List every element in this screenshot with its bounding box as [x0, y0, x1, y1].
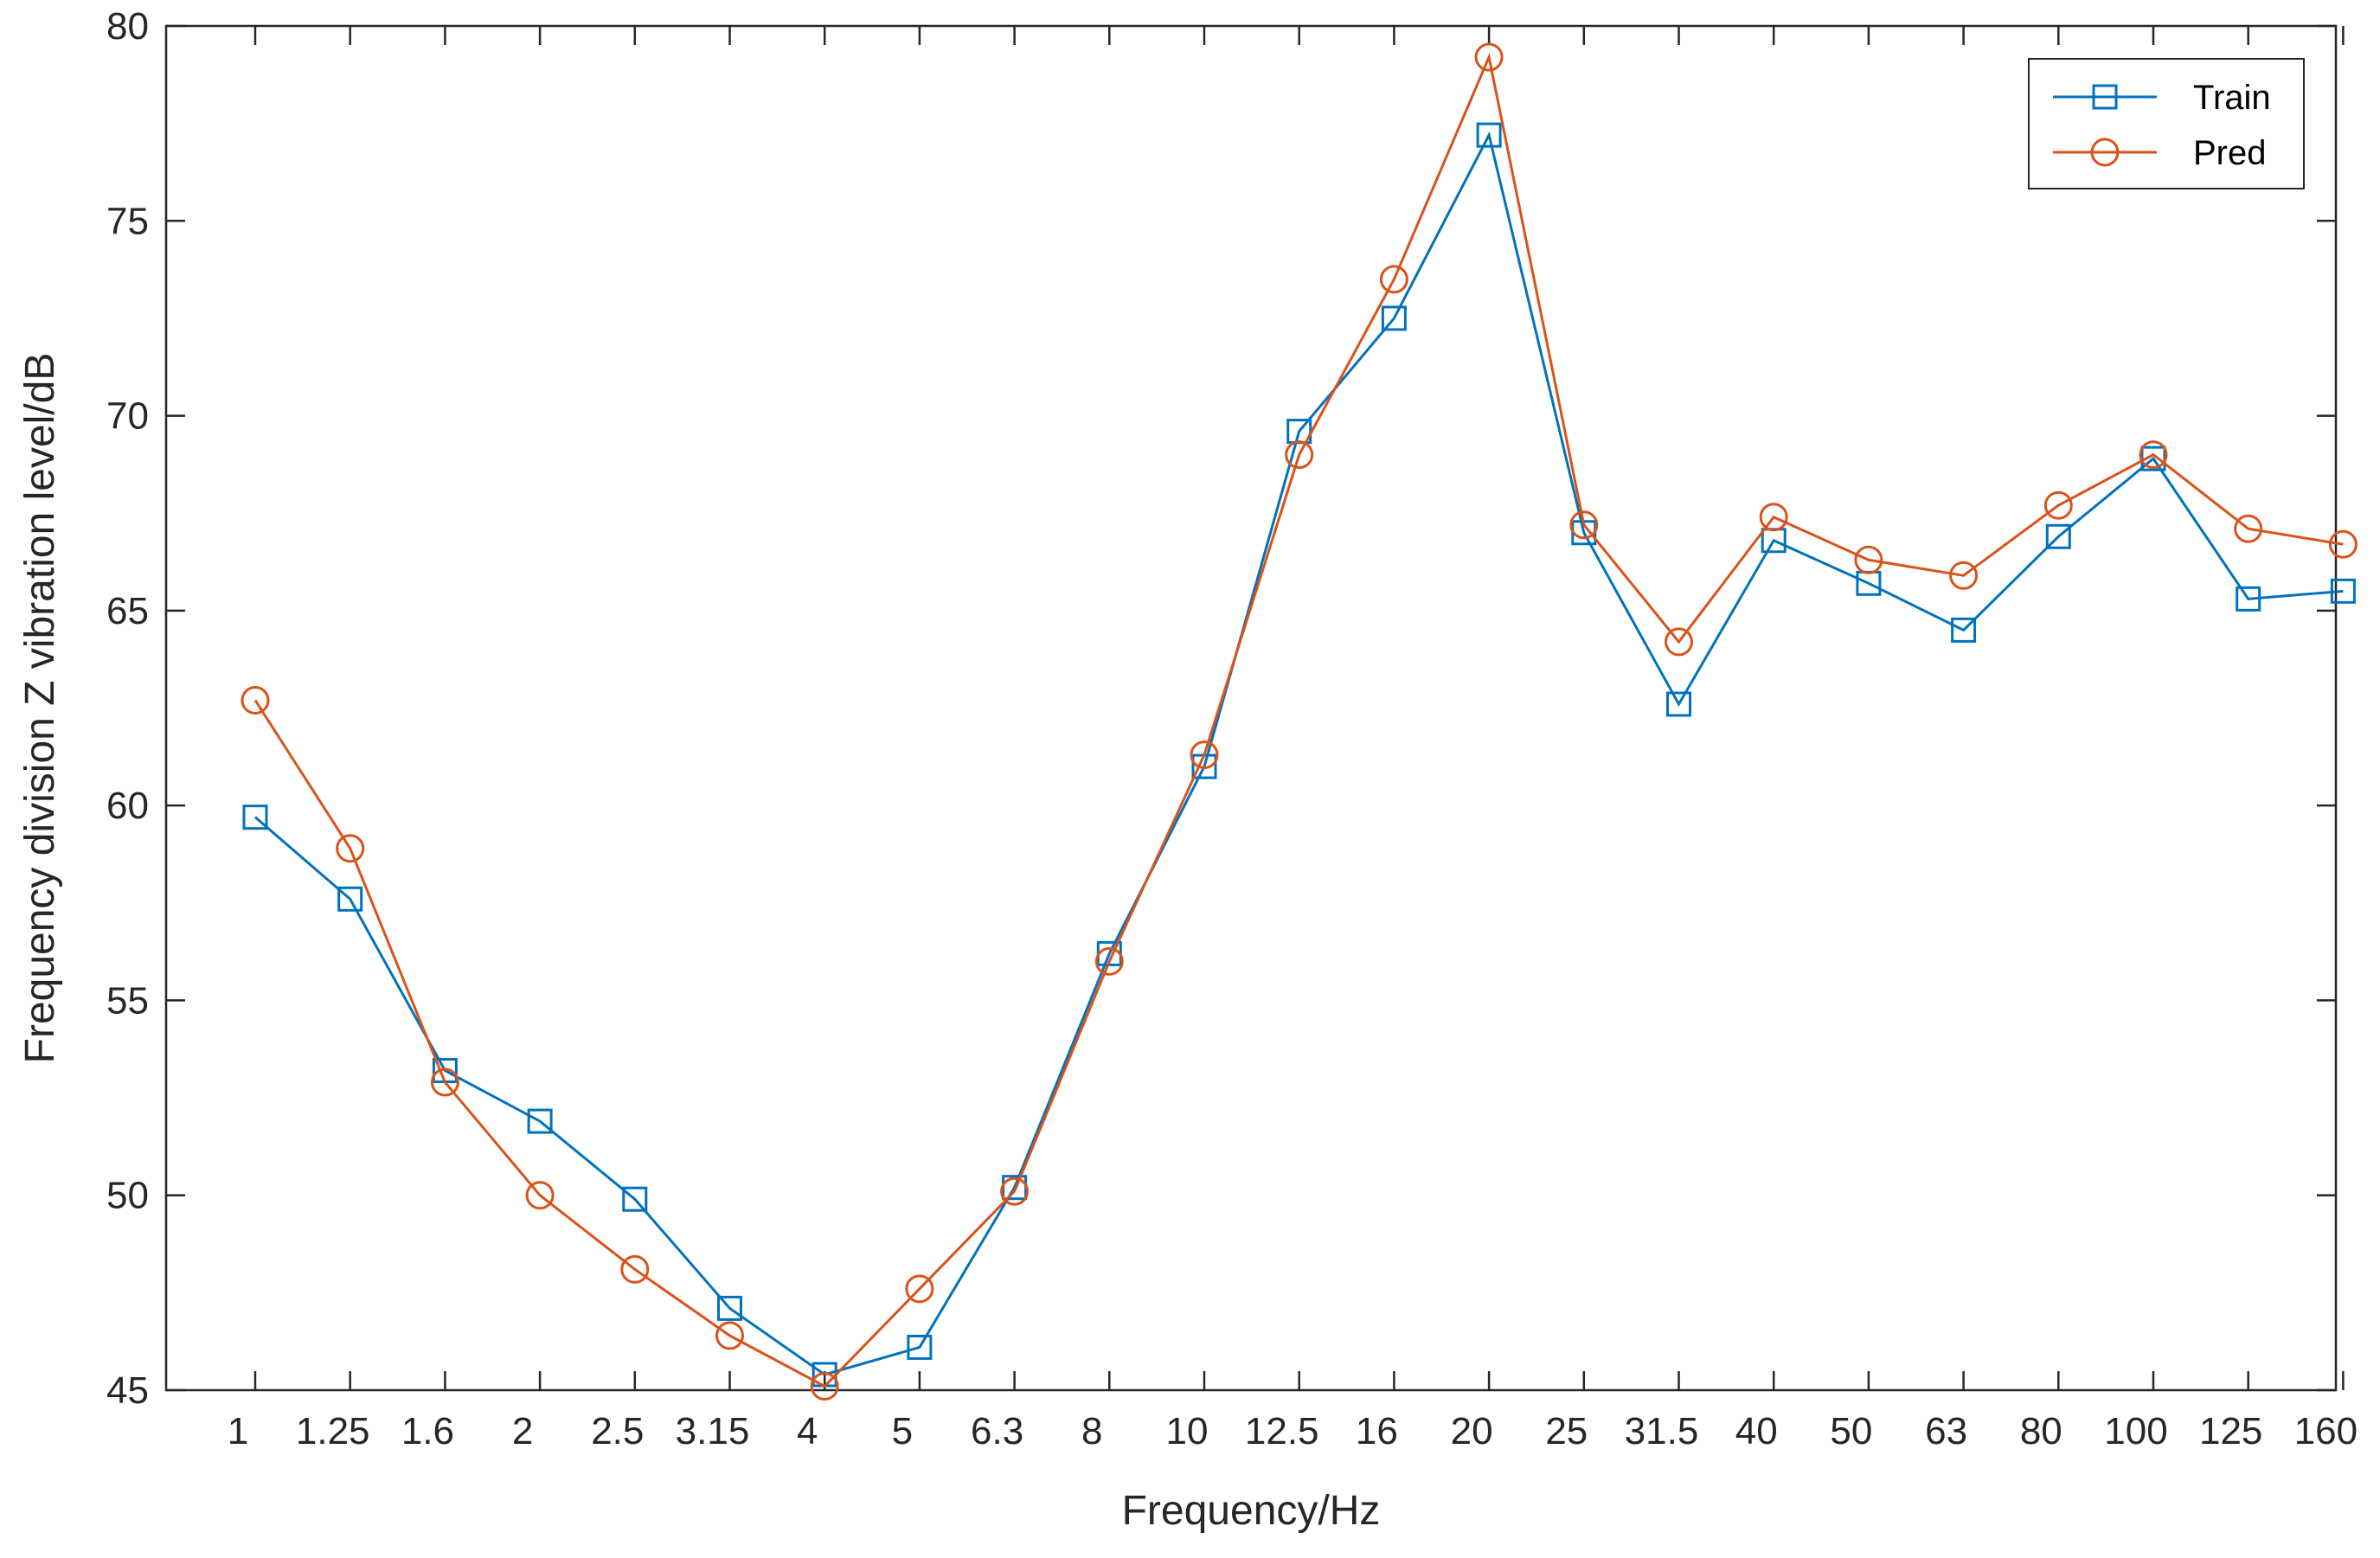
x-tick-label: 20 [1451, 1410, 1493, 1452]
x-tick-label: 1 [228, 1410, 248, 1452]
x-tick-label: 40 [1735, 1410, 1778, 1452]
data-point-circle [241, 685, 270, 715]
y-tick-label: 70 [106, 395, 149, 438]
x-axis-title: Frequency/Hz [1122, 1488, 1381, 1534]
series-line-pred [253, 53, 2344, 1388]
y-tick-label: 65 [106, 590, 149, 632]
legend: Train Pred [2028, 58, 2305, 189]
data-point-circle [430, 1068, 459, 1097]
data-point-square [2236, 586, 2261, 612]
y-tick-label: 60 [106, 785, 149, 827]
data-point-circle [1379, 265, 1408, 294]
x-tick-label: 100 [2104, 1410, 2167, 1452]
data-point-square [622, 1186, 648, 1212]
data-point-square [717, 1295, 742, 1321]
data-point-circle [715, 1321, 744, 1350]
data-point-square [1476, 122, 1502, 148]
x-tick-label: 10 [1166, 1410, 1209, 1452]
y-tick-label: 80 [106, 5, 149, 48]
x-tick-label: 16 [1356, 1410, 1398, 1452]
data-point-circle [620, 1254, 650, 1284]
y-tick-label: 45 [106, 1369, 149, 1412]
x-tick-label: 6.3 [971, 1410, 1023, 1452]
data-point-circle [810, 1371, 839, 1401]
data-point-circle [525, 1181, 555, 1210]
plot-frame [164, 24, 2338, 1392]
legend-marker-circle [2090, 138, 2120, 167]
data-point-circle [1949, 561, 1979, 590]
data-point-circle [905, 1274, 934, 1304]
x-tick-label: 3.15 [676, 1410, 750, 1452]
series-layer [241, 42, 2358, 1401]
legend-marker-square [2092, 84, 2118, 110]
x-tick-label: 12.5 [1245, 1410, 1319, 1452]
x-tick-label: 25 [1545, 1410, 1588, 1452]
data-point-circle [1854, 545, 1883, 574]
x-tick-label: 2 [512, 1410, 533, 1452]
data-point-square [337, 886, 363, 912]
x-tick-label: 63 [1925, 1410, 1967, 1452]
data-point-circle [1759, 503, 1788, 532]
x-tick-label: 80 [2020, 1410, 2062, 1452]
x-tick-label: 1.6 [401, 1410, 454, 1452]
x-tick-label: 4 [797, 1410, 818, 1452]
data-point-circle [1094, 946, 1124, 976]
data-point-circle [2139, 440, 2168, 470]
x-tick-label: 5 [892, 1410, 913, 1452]
data-point-circle [1000, 1177, 1030, 1206]
series-line-train [254, 131, 2344, 1376]
y-axis-title: Frequency division Z vibration level/dB [17, 353, 63, 1064]
data-point-square [2045, 523, 2071, 549]
x-tick-label: 1.25 [296, 1410, 370, 1452]
data-point-circle [2043, 490, 2073, 520]
x-tick-label: 8 [1081, 1410, 1102, 1452]
data-point-square [907, 1334, 933, 1360]
data-point-square [1951, 617, 1977, 643]
x-tick-label: 50 [1830, 1410, 1872, 1452]
data-point-square [1666, 691, 1691, 717]
y-tick-label: 50 [106, 1175, 149, 1217]
series-pred [241, 42, 2358, 1401]
data-point-circle [1569, 510, 1599, 540]
data-point-circle [1190, 741, 1219, 770]
data-point-circle [1665, 627, 1693, 657]
data-point-circle [2328, 529, 2358, 559]
x-tick-label: 125 [2199, 1410, 2262, 1452]
y-tick-label: 55 [106, 979, 149, 1022]
data-point-circle [1285, 440, 1314, 470]
x-tick-label: 2.5 [591, 1410, 644, 1452]
legend-label-pred: Pred [2193, 134, 2267, 172]
data-point-square [1381, 305, 1407, 331]
legend-box [2028, 58, 2305, 189]
data-point-square [527, 1108, 553, 1134]
legend-label-train: Train [2193, 79, 2271, 117]
data-point-circle [1474, 42, 1504, 72]
x-tick-label: 31.5 [1625, 1410, 1699, 1452]
y-tick-label: 75 [106, 200, 149, 242]
x-tick-label: 160 [2294, 1410, 2358, 1452]
data-point-circle [2234, 514, 2263, 543]
data-point-square [2330, 578, 2356, 604]
data-point-square [242, 805, 268, 830]
data-point-circle [336, 834, 365, 863]
